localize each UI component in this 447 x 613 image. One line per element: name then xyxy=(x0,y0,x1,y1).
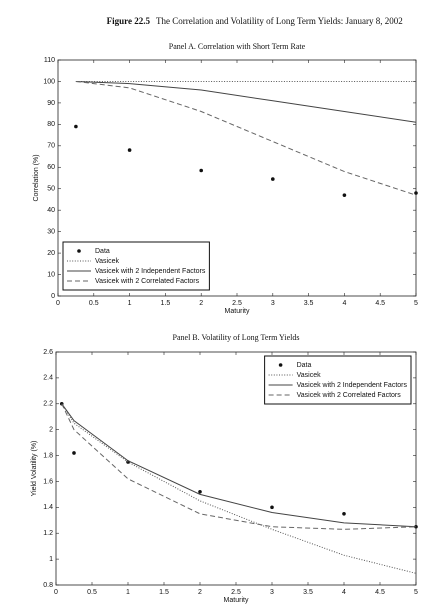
x-tick-label: 0 xyxy=(56,300,60,307)
legend-label: Vasicek xyxy=(297,372,321,379)
x-axis-label: Maturity xyxy=(225,308,250,315)
data-point xyxy=(270,505,274,510)
data-point xyxy=(198,490,202,494)
legend-box xyxy=(62,241,210,291)
y-tick-label: 1.2 xyxy=(43,530,53,537)
x-tick-label: 4.5 xyxy=(375,300,385,307)
legend-box xyxy=(264,355,412,405)
y-tick-label: 40 xyxy=(47,207,55,214)
x-tick-label: 2 xyxy=(199,300,203,307)
legend-label: Data xyxy=(95,248,110,255)
series-line xyxy=(61,403,417,530)
data-point xyxy=(72,451,76,455)
x-tick-label: 2 xyxy=(198,589,202,596)
y-tick-label: 2 xyxy=(49,427,53,434)
x-tick-label: 3.5 xyxy=(304,300,314,307)
panel-title: Panel A. Correlation with Short Term Rat… xyxy=(169,42,306,51)
legend-label: Vasicek with 2 Correlated Factors xyxy=(297,392,402,399)
legend-label: Vasicek with 2 Correlated Factors xyxy=(95,278,200,285)
x-tick-label: 5 xyxy=(414,300,418,307)
x-tick-label: 4 xyxy=(342,589,346,596)
x-tick-label: 2.5 xyxy=(232,300,242,307)
legend-label: Vasicek with 2 Independent Factors xyxy=(95,268,206,275)
x-tick-label: 1.5 xyxy=(159,589,169,596)
y-tick-label: 1.8 xyxy=(43,452,53,459)
y-tick-label: 1.4 xyxy=(43,504,53,511)
y-tick-label: 2.6 xyxy=(43,349,53,356)
y-tick-label: 2.4 xyxy=(43,375,53,382)
data-point xyxy=(271,177,275,181)
data-point xyxy=(342,193,347,197)
y-tick-label: 100 xyxy=(43,78,55,85)
series-line xyxy=(75,80,417,196)
x-tick-label: 3 xyxy=(271,300,275,307)
y-axis-label: Yield Volatility (%) xyxy=(31,441,38,497)
x-tick-label: 4 xyxy=(342,300,346,307)
y-tick-label: 2.2 xyxy=(43,401,53,408)
y-tick-label: 0 xyxy=(51,293,55,300)
x-tick-label: 0 xyxy=(54,589,58,596)
x-axis-label: Maturity xyxy=(224,597,249,604)
x-tick-label: 3 xyxy=(270,589,274,596)
data-point xyxy=(414,191,418,195)
y-tick-label: 10 xyxy=(47,271,55,278)
data-point xyxy=(127,148,132,152)
y-tick-label: 0.8 xyxy=(43,582,53,589)
y-tick-label: 80 xyxy=(47,121,55,128)
y-tick-label: 90 xyxy=(47,100,55,107)
y-tick-label: 70 xyxy=(47,143,55,150)
data-point xyxy=(74,124,78,129)
y-tick-label: 30 xyxy=(47,228,55,235)
x-tick-label: 3.5 xyxy=(303,589,313,596)
y-tick-label: 1.6 xyxy=(43,478,53,485)
x-tick-label: 1 xyxy=(128,300,132,307)
legend-label: Data xyxy=(297,362,312,369)
figure-label: Figure 22.5 xyxy=(107,16,151,26)
y-tick-label: 1 xyxy=(49,556,53,563)
legend-swatch xyxy=(278,363,283,367)
y-tick-label: 50 xyxy=(47,186,55,193)
legend-label: Vasicek with 2 Independent Factors xyxy=(297,382,408,389)
x-tick-label: 0.5 xyxy=(89,300,99,307)
series-line xyxy=(61,403,417,574)
y-axis-label: Correlation (%) xyxy=(33,154,40,201)
y-tick-label: 20 xyxy=(47,250,55,257)
x-tick-label: 4.5 xyxy=(375,589,385,596)
legend-swatch xyxy=(77,249,81,253)
data-point xyxy=(199,168,203,173)
figure-title: The Correlation and Volatility of Long T… xyxy=(156,16,403,26)
panel-title: Panel B. Volatility of Long Term Yields xyxy=(173,333,300,342)
series-line xyxy=(61,403,417,528)
legend-label: Vasicek xyxy=(95,258,119,265)
y-tick-label: 60 xyxy=(47,164,55,171)
series-line xyxy=(75,80,417,123)
data-point xyxy=(342,512,346,516)
x-tick-label: 2.5 xyxy=(231,589,241,596)
x-tick-label: 1 xyxy=(126,589,130,596)
x-tick-label: 5 xyxy=(414,589,418,596)
y-tick-label: 110 xyxy=(44,57,55,64)
x-tick-label: 0.5 xyxy=(87,589,97,596)
x-tick-label: 1.5 xyxy=(161,300,171,307)
